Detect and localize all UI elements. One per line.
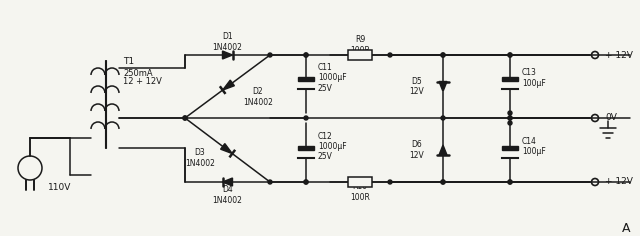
Bar (348, 50, 372, 60)
Circle shape (441, 180, 445, 184)
Circle shape (508, 53, 512, 57)
Bar (348, 177, 372, 187)
Text: D4
1N4002: D4 1N4002 (212, 185, 243, 205)
Circle shape (508, 180, 512, 184)
Text: 250mA: 250mA (123, 68, 152, 77)
Text: 0V: 0V (605, 114, 617, 122)
Circle shape (268, 180, 272, 184)
Text: R9
100R: R9 100R (350, 35, 370, 55)
Circle shape (304, 180, 308, 184)
Polygon shape (223, 51, 232, 59)
Text: D3
1N4002: D3 1N4002 (185, 148, 215, 168)
Text: R10
100R: R10 100R (350, 182, 370, 202)
Text: 110V: 110V (48, 184, 72, 193)
Circle shape (508, 116, 512, 120)
Circle shape (441, 116, 445, 120)
Text: D6
12V: D6 12V (410, 140, 424, 160)
Circle shape (508, 53, 512, 57)
Text: T1: T1 (123, 58, 134, 67)
Text: D5
12V: D5 12V (410, 77, 424, 96)
Polygon shape (221, 143, 232, 154)
Text: 12 + 12V: 12 + 12V (123, 77, 162, 87)
Bar (298, 77, 314, 81)
Circle shape (441, 53, 445, 57)
Bar (502, 77, 518, 81)
Circle shape (183, 116, 187, 120)
Text: C11
1000µF
25V: C11 1000µF 25V (318, 63, 347, 93)
Text: + 12V: + 12V (605, 51, 633, 59)
Bar (502, 146, 518, 149)
Text: A: A (621, 222, 630, 235)
Circle shape (304, 180, 308, 184)
Circle shape (441, 180, 445, 184)
Circle shape (268, 53, 272, 57)
Circle shape (304, 53, 308, 57)
Polygon shape (223, 80, 234, 90)
Circle shape (304, 116, 308, 120)
Text: D1
1N4002: D1 1N4002 (212, 32, 243, 52)
Polygon shape (439, 81, 447, 92)
Text: C13
100µF: C13 100µF (522, 68, 546, 88)
Text: C12
1000µF
25V: C12 1000µF 25V (318, 132, 347, 161)
Bar (298, 146, 314, 149)
Text: D2
1N4002: D2 1N4002 (243, 87, 273, 107)
Polygon shape (223, 178, 232, 186)
Circle shape (508, 180, 512, 184)
Circle shape (441, 53, 445, 57)
Circle shape (304, 53, 308, 57)
Circle shape (508, 121, 512, 125)
Circle shape (388, 53, 392, 57)
Text: + 12V: + 12V (605, 177, 633, 186)
Circle shape (508, 111, 512, 115)
Circle shape (388, 180, 392, 184)
Text: C14
100µF: C14 100µF (522, 137, 546, 156)
Circle shape (508, 116, 512, 120)
Circle shape (183, 116, 187, 120)
Polygon shape (439, 145, 447, 155)
